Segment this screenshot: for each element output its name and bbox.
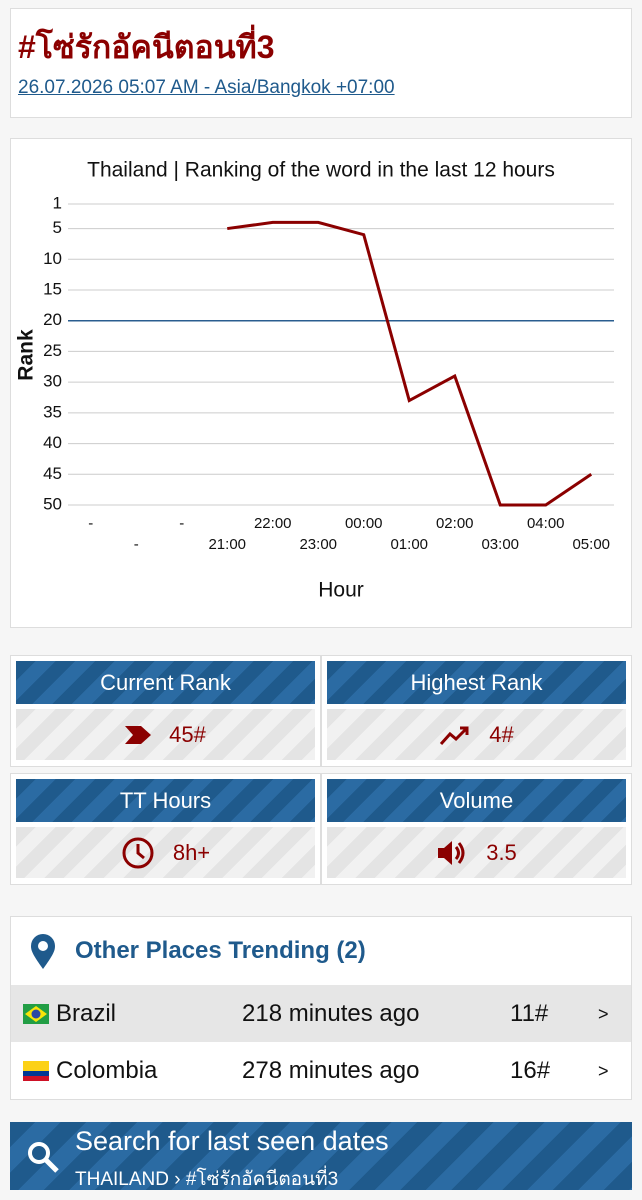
x-tick-label: 21:00 xyxy=(208,536,246,553)
x-tick-label: 23:00 xyxy=(299,536,337,553)
x-tick-label: - xyxy=(88,515,93,532)
icon xyxy=(440,726,469,745)
chart-title: Thailand | Ranking of the word in the la… xyxy=(87,159,555,182)
x-tick-label: 02:00 xyxy=(436,515,474,532)
place-row[interactable]: Colombia 278 minutes ago 16# > xyxy=(11,1042,631,1099)
stat-label: Current Rank xyxy=(16,661,315,704)
y-tick-label: 10 xyxy=(43,249,62,268)
stat-value: 45# xyxy=(169,721,206,747)
stat-value: 4# xyxy=(489,721,514,747)
x-tick-label: 04:00 xyxy=(527,515,565,532)
search-bar[interactable]: Search for last seen dates THAILAND › #โ… xyxy=(10,1122,632,1190)
y-tick-label: 30 xyxy=(43,372,62,391)
y-tick-label: 50 xyxy=(43,494,62,513)
icon xyxy=(122,837,154,868)
country: Brazil xyxy=(56,1000,117,1027)
arrow[interactable]: > xyxy=(598,1061,609,1081)
stat-card: Volume 3.5 xyxy=(321,773,632,885)
y-axis-label: Rank xyxy=(15,329,38,381)
time-ago: 278 minutes ago xyxy=(242,1057,420,1084)
y-tick-label: 1 xyxy=(53,193,62,212)
chart-box xyxy=(10,138,632,628)
country: Colombia xyxy=(56,1057,158,1084)
icon xyxy=(28,1142,59,1173)
stat-label: Volume xyxy=(327,779,626,822)
breadcrumb: THAILAND › #โซ่รักอัคนีตอนที่3 xyxy=(75,1169,339,1190)
stat-value: 8h+ xyxy=(172,839,211,865)
x-tick-label: - xyxy=(134,536,139,553)
stat-body: 8h+ xyxy=(16,827,315,878)
x-tick-label: 22:00 xyxy=(254,515,292,532)
search-title: Search for last seen dates xyxy=(75,1126,389,1156)
icon xyxy=(125,725,152,744)
flag xyxy=(23,1061,49,1081)
x-tick-label: - xyxy=(179,515,184,532)
rank: 11# xyxy=(510,1000,549,1027)
x-tick-label: 01:00 xyxy=(390,536,428,553)
icon xyxy=(438,840,465,865)
y-tick-label: 45 xyxy=(43,464,62,483)
y-tick-label: 15 xyxy=(43,279,62,298)
flag xyxy=(23,1004,49,1024)
stat-body: 45# xyxy=(16,709,315,760)
rank: 16# xyxy=(510,1057,551,1084)
header xyxy=(10,8,632,118)
data-line xyxy=(227,220,593,507)
x-axis-label: Hour xyxy=(318,579,364,602)
place-row[interactable]: Brazil 218 minutes ago 11# > xyxy=(11,985,631,1042)
x-tick-label: 00:00 xyxy=(345,515,383,532)
stat-card: Current Rank 45# xyxy=(10,655,321,767)
y-tick-label: 5 xyxy=(53,218,62,237)
y-tick-label: 20 xyxy=(43,310,62,329)
stat-body: 3.5 xyxy=(327,827,626,878)
stat-value: 3.5 xyxy=(486,839,517,865)
date-link[interactable]: 26.07.2026 05:07 AM - Asia/Bangkok +07:0… xyxy=(18,77,395,98)
time-ago: 218 minutes ago xyxy=(242,1000,420,1027)
icon xyxy=(31,934,55,969)
stat-card: TT Hours 8h+ xyxy=(10,773,321,885)
stat-label: Highest Rank xyxy=(327,661,626,704)
page-title: #โซ่รักอัคนีตอนที่3 xyxy=(18,29,275,65)
stat-body: 4# xyxy=(327,709,626,760)
stat-label: TT Hours xyxy=(16,779,315,822)
arrow[interactable]: > xyxy=(598,1004,609,1024)
x-tick-label: 03:00 xyxy=(481,536,519,553)
y-tick-label: 25 xyxy=(43,341,62,360)
chart: Thailand | Ranking of the word in the la… xyxy=(15,159,614,602)
x-tick-label: 05:00 xyxy=(572,536,610,553)
stat-card: Highest Rank 4# xyxy=(321,655,632,767)
y-tick-label: 35 xyxy=(43,402,62,421)
y-tick-label: 40 xyxy=(43,433,62,452)
section-heading: Other Places Trending (2) xyxy=(75,937,366,964)
